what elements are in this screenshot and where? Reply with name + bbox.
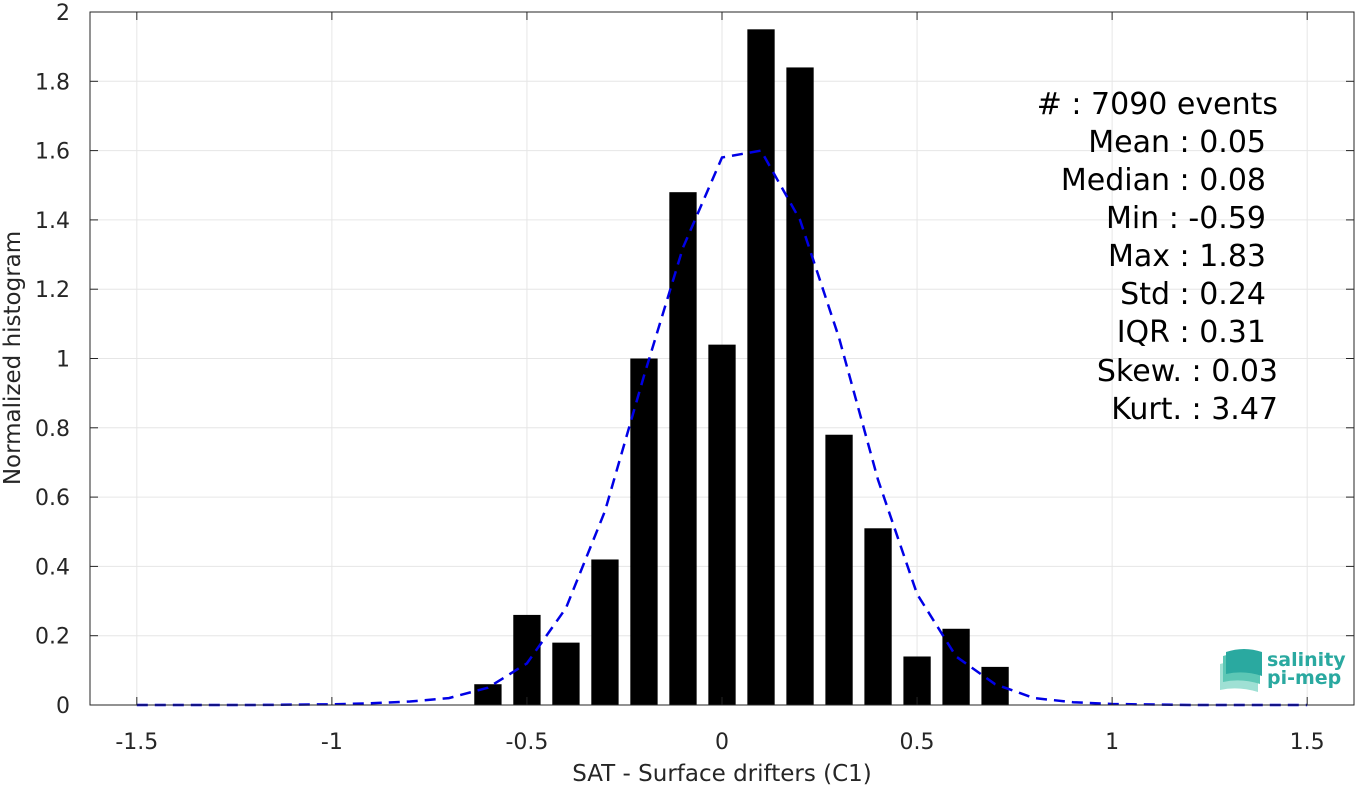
stat-count: # : 7090 events [1037,87,1278,122]
stat-mean: Mean : 0.05 [1088,125,1266,160]
histogram-bar [552,642,580,705]
y-tick-label: 1.6 [35,140,70,165]
x-axis-ticks: -1.5 -1 -0.5 0 0.5 1 1.5 [115,12,1325,755]
histogram-bars [474,29,1009,705]
histogram-bar [747,29,775,705]
logo-text-line2: pi-mep [1267,667,1341,689]
histogram-bar [981,666,1009,705]
y-tick-label: 0.8 [35,417,70,442]
x-tick-label: -1 [321,730,343,755]
stat-skew: Skew. : 0.03 [1097,354,1278,389]
y-tick-label: 0.4 [35,555,70,580]
y-tick-label: 0 [56,694,70,719]
x-tick-label: 1.5 [1290,730,1325,755]
y-axis-ticks: 0 0.2 0.4 0.6 0.8 1 1.2 1.4 1.6 1.8 2 [35,1,1354,719]
histogram-bar [708,344,736,705]
stat-iqr: IQR : 0.31 [1117,315,1266,350]
histogram-bar [669,192,697,705]
stat-std: Std : 0.24 [1120,277,1266,312]
histogram-bar [825,434,853,705]
logo-wave-icon [1220,649,1262,692]
fit-curve [136,149,1308,707]
stat-max: Max : 1.83 [1108,239,1266,274]
y-tick-label: 0.6 [35,486,70,511]
x-tick-label: 1 [1105,730,1119,755]
histogram-bar [864,528,892,705]
y-tick-label: 1.4 [35,209,70,234]
stat-kurt: Kurt. : 3.47 [1111,392,1278,427]
y-tick-label: 2 [56,1,70,26]
y-axis-label: Normalized histogram [0,231,26,485]
histogram-bar [630,358,658,705]
stat-median: Median : 0.08 [1061,163,1266,198]
histogram-bar [513,614,541,705]
x-tick-label: -0.5 [505,730,548,755]
stat-min: Min : -0.59 [1106,201,1266,236]
x-tick-label: 0.5 [900,730,935,755]
histogram-bar [591,559,619,705]
histogram-bar [903,656,931,705]
y-tick-label: 1 [56,348,70,373]
logo-text-line1: salinity [1267,649,1346,671]
x-axis-label: SAT - Surface drifters (C1) [572,761,872,785]
y-tick-label: 0.2 [35,625,70,650]
x-tick-label: -1.5 [115,730,158,755]
histogram-bar [786,67,814,705]
y-tick-label: 1.2 [35,278,70,303]
stats-box: # : 7090 events Mean : 0.05 Median : 0.0… [1037,87,1278,427]
x-tick-label: 0 [715,730,729,755]
histogram-bar [942,628,970,705]
salinity-pi-mep-logo: salinity pi-mep [1220,649,1346,692]
y-tick-label: 1.8 [35,70,70,95]
